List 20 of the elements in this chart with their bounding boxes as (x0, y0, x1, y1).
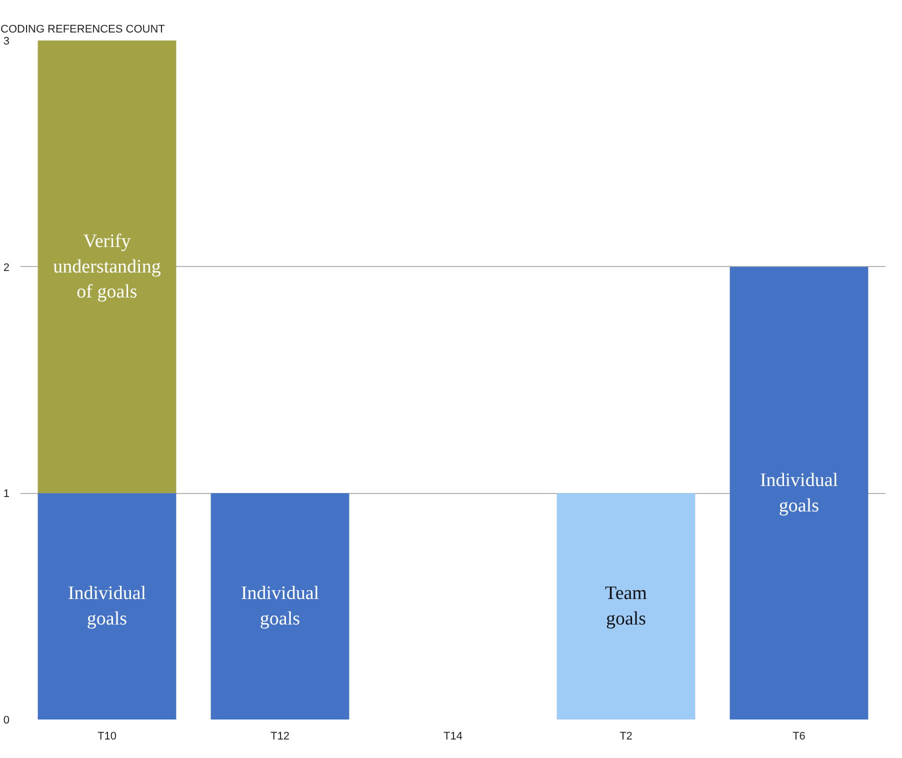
bar (38, 493, 176, 720)
x-tick-label: T14 (444, 730, 462, 742)
x-tick-label: T10 (98, 730, 116, 742)
bar (730, 266, 868, 720)
data-label: Team goals (605, 583, 648, 630)
y-axis-title: CODING REFERENCES COUNT (0, 24, 166, 36)
y-tick-label: 0 (3, 714, 10, 726)
bar (556, 493, 696, 720)
bar (210, 493, 350, 720)
x-tick-label: T2 (620, 730, 632, 742)
data-label: Individual goals (760, 470, 838, 516)
y-tick-label: 2 (3, 262, 10, 274)
data-label: Individual goals (68, 583, 146, 630)
data-label: Verify understanding of goals (53, 231, 162, 303)
bar (38, 40, 176, 494)
y-tick-label: 3 (3, 36, 10, 48)
data-label: Individual goals (240, 583, 320, 630)
y-tick-label: 1 (3, 488, 10, 500)
x-tick-label: T12 (270, 730, 290, 742)
x-tick-label: T6 (792, 730, 806, 742)
